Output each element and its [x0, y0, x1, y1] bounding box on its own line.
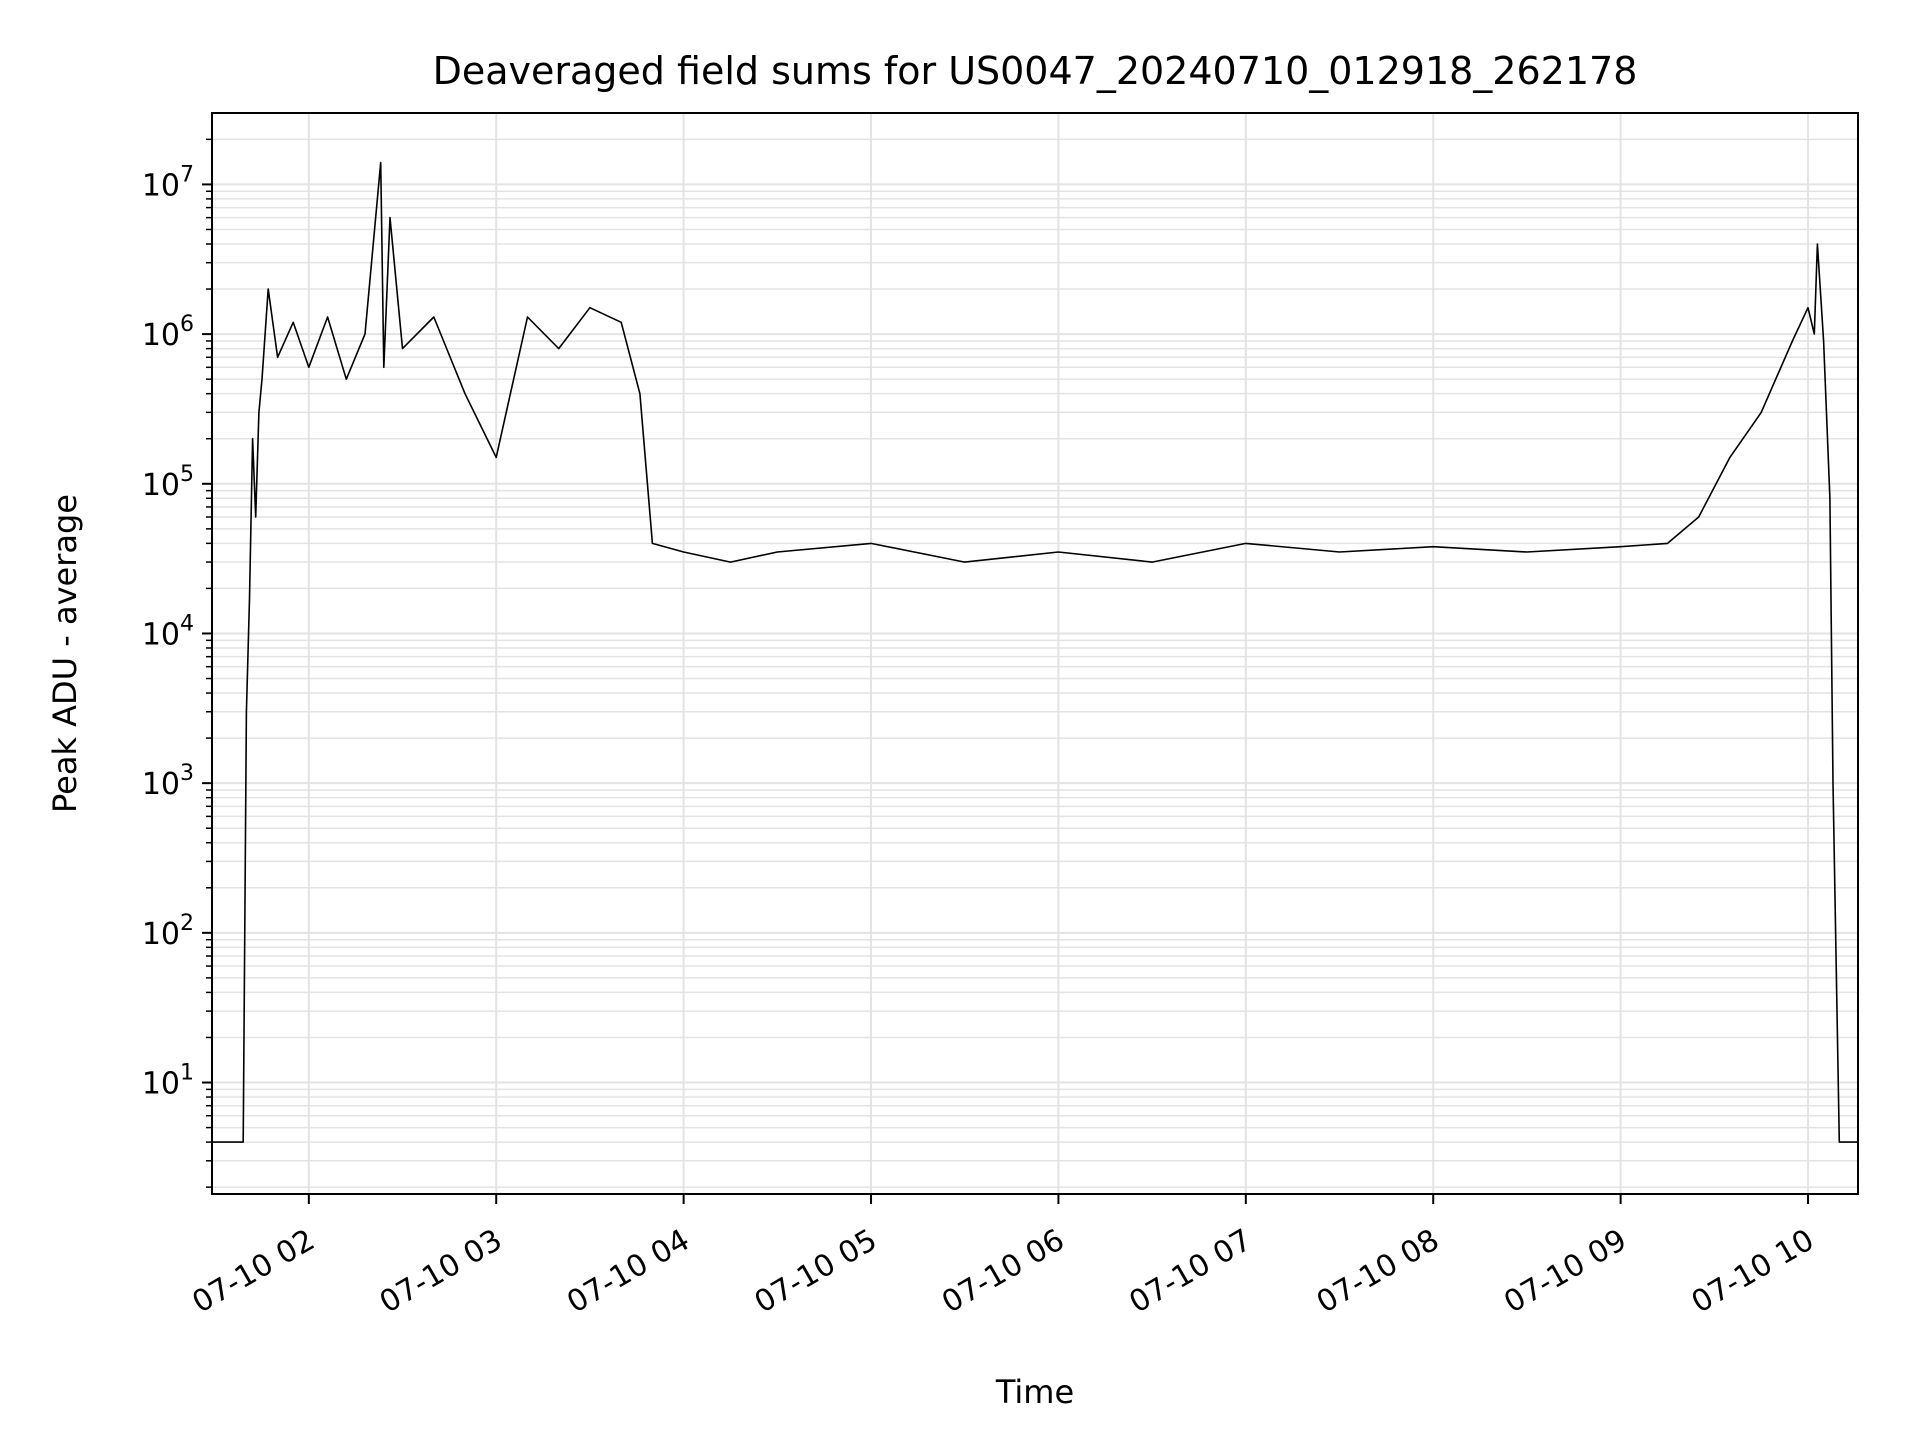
chart-title: Deaveraged field sums for US0047_2024071… — [433, 49, 1638, 93]
y-axis: 101 102 103 104 105 106 107 — [142, 138, 212, 1188]
series-layer — [212, 161, 1858, 1143]
grid — [212, 113, 1858, 1194]
y-tick-label: 106 — [142, 312, 194, 353]
series-line-0 — [212, 161, 1858, 1143]
y-tick-label: 107 — [142, 162, 194, 203]
y-tick-label: 102 — [142, 911, 194, 952]
plot-frame — [211, 112, 1859, 1195]
y-tick-label: 101 — [142, 1061, 194, 1102]
y-tick-label: 104 — [142, 611, 194, 652]
y-axis-label: Peak ADU - average — [46, 494, 84, 813]
y-tick-label: 105 — [142, 462, 194, 503]
y-tick-label: 103 — [142, 761, 194, 802]
x-axis-label: Time — [995, 1373, 1074, 1411]
